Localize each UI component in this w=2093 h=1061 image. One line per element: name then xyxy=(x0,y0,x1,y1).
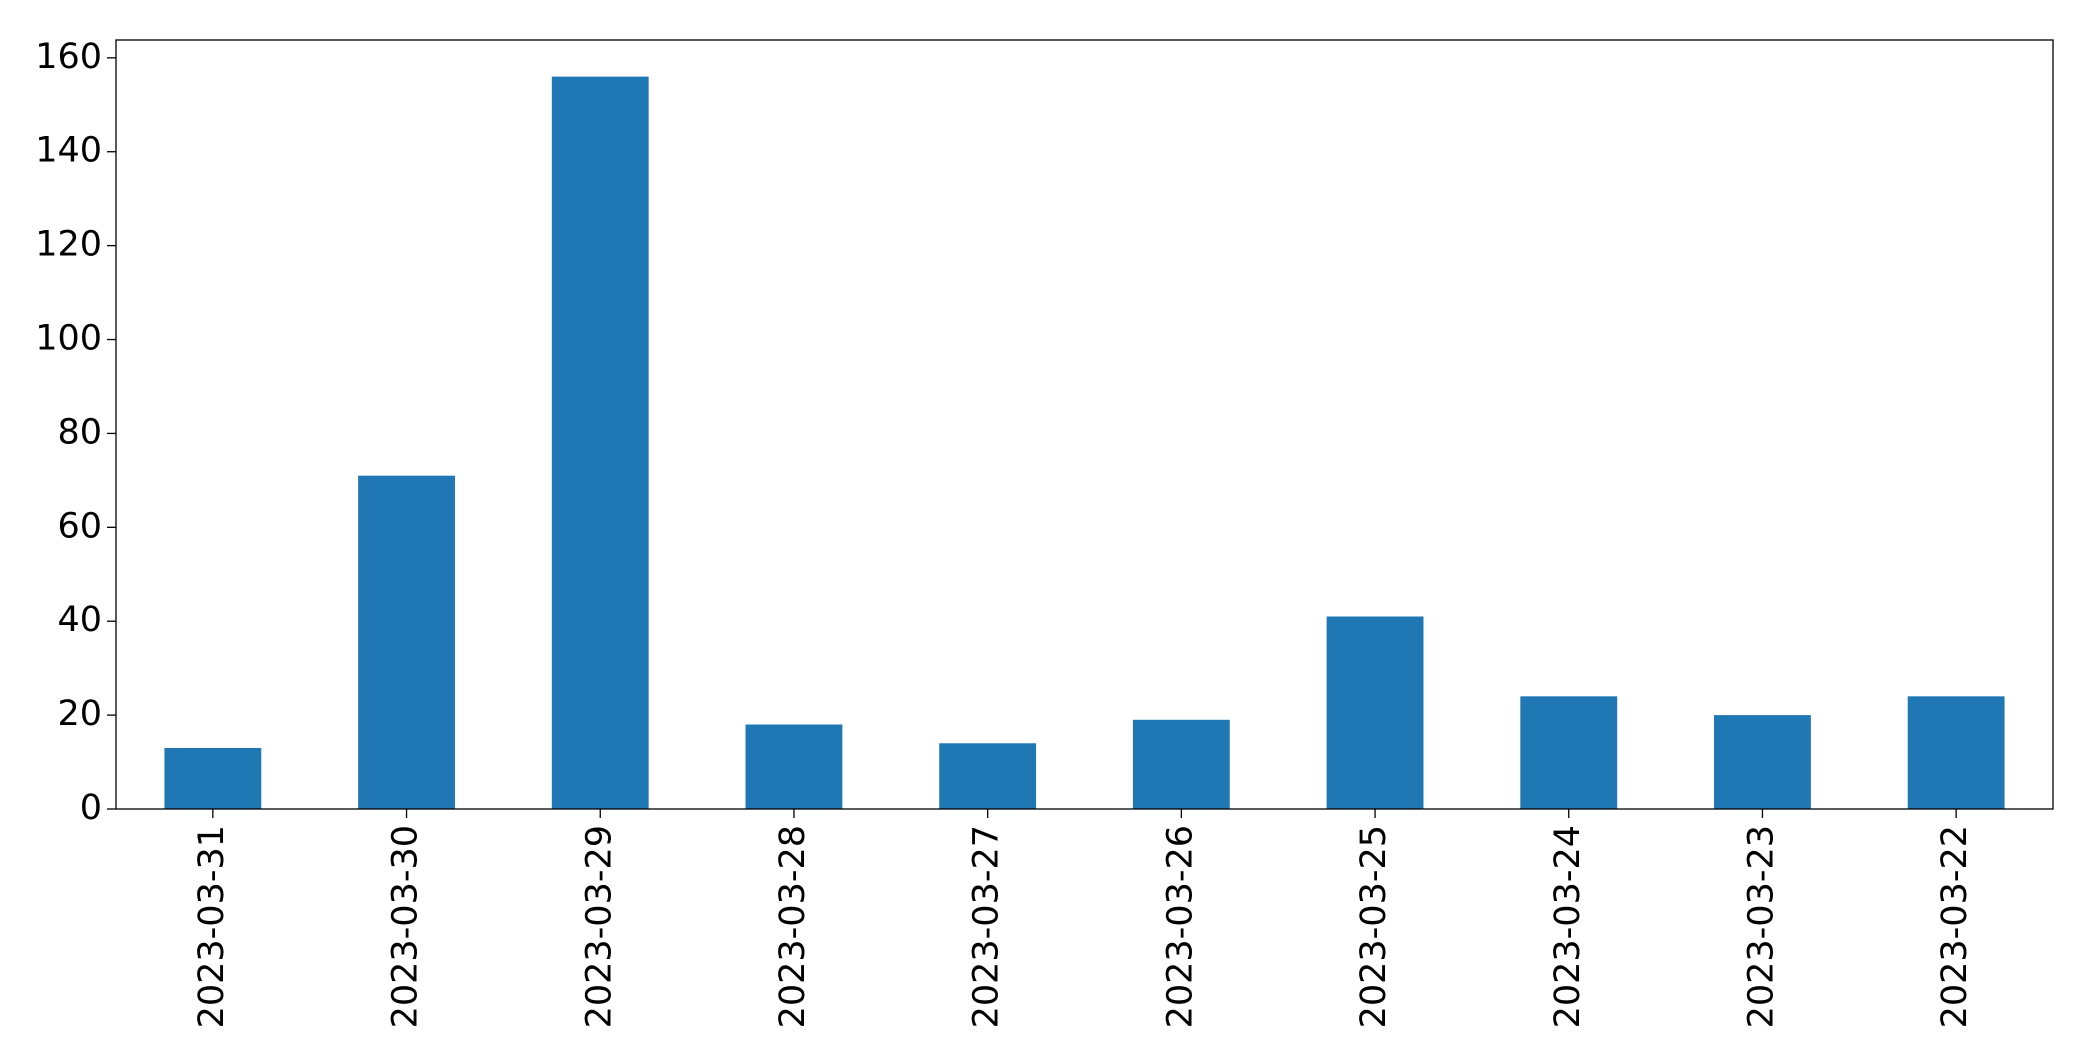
x-tick-label: 2023-03-25 xyxy=(1354,825,1394,1028)
y-tick-label: 100 xyxy=(35,319,102,359)
bar xyxy=(1326,616,1424,809)
bar xyxy=(358,475,455,809)
bar xyxy=(1714,715,1811,809)
bar xyxy=(1132,719,1230,809)
x-tick-label: 2023-03-30 xyxy=(386,825,426,1028)
x-tick-label: 2023-03-31 xyxy=(192,825,232,1028)
bar xyxy=(1907,696,2005,809)
y-tick-label: 40 xyxy=(57,600,102,640)
bar xyxy=(745,724,843,809)
x-tick-label: 2023-03-27 xyxy=(967,825,1007,1028)
plot-frame xyxy=(115,39,2054,810)
y-tick-label: 80 xyxy=(57,412,102,452)
x-tick-label: 2023-03-26 xyxy=(1160,825,1200,1028)
x-tick-label: 2023-03-23 xyxy=(1741,825,1781,1028)
y-tick-label: 20 xyxy=(57,694,102,734)
bar xyxy=(164,747,262,809)
y-tick-label: 140 xyxy=(35,131,102,171)
y-tick-label: 0 xyxy=(80,788,102,828)
y-tick-label: 160 xyxy=(35,37,102,77)
y-tick-label: 120 xyxy=(35,225,102,265)
y-tick-label: 60 xyxy=(57,506,102,546)
x-tick-label: 2023-03-28 xyxy=(773,825,813,1028)
bar xyxy=(551,76,649,810)
x-tick-label: 2023-03-22 xyxy=(1935,825,1975,1028)
bar xyxy=(939,743,1037,809)
x-tick-label: 2023-03-29 xyxy=(579,825,619,1028)
x-tick-label: 2023-03-24 xyxy=(1548,825,1588,1028)
bar xyxy=(1520,696,1618,809)
